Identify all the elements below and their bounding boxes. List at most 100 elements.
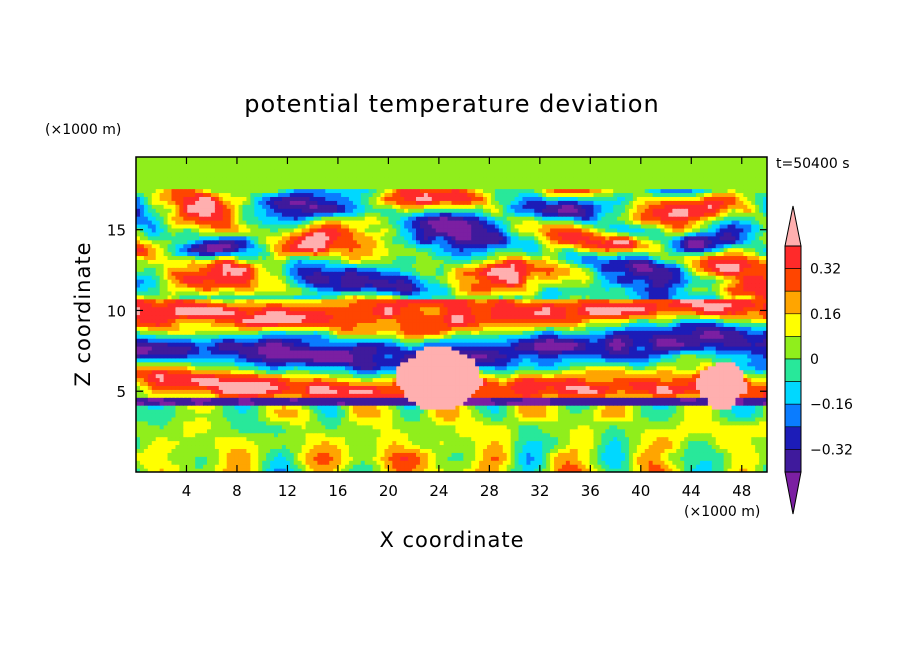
field-cell — [297, 468, 303, 472]
field-cell — [550, 424, 555, 430]
field-cell — [313, 369, 319, 375]
field-cell — [136, 452, 141, 457]
field-cell — [218, 440, 224, 446]
field-cell — [313, 448, 319, 453]
field-cell — [763, 401, 767, 406]
field-cell — [605, 412, 610, 418]
field-cell — [534, 409, 539, 414]
field-cell — [301, 436, 307, 442]
field-cell — [285, 397, 291, 402]
field-cell — [230, 420, 236, 426]
field-cell — [751, 412, 756, 418]
field-cell — [163, 373, 169, 379]
field-cell — [412, 460, 417, 465]
field-cell — [234, 393, 240, 398]
field-cell — [214, 397, 220, 402]
field-cell — [392, 412, 397, 418]
field-cell — [763, 397, 767, 402]
field-cell — [715, 349, 721, 355]
field-cell — [569, 440, 575, 446]
field-cell — [345, 381, 350, 386]
field-cell — [719, 428, 725, 434]
field-cell — [431, 393, 437, 398]
field-cell — [258, 405, 263, 410]
field-cell — [621, 377, 626, 383]
field-cell — [617, 444, 622, 449]
field-cell — [143, 452, 149, 457]
field-cell — [214, 416, 220, 422]
field-cell — [743, 444, 748, 449]
field-cell — [534, 393, 539, 398]
contour-field — [136, 157, 767, 472]
field-cell — [210, 412, 216, 418]
field-cell — [226, 452, 232, 457]
field-cell — [218, 365, 224, 371]
field-cell — [510, 405, 516, 410]
field-cell — [561, 468, 567, 472]
field-cell — [719, 369, 725, 375]
field-cell — [313, 409, 319, 414]
field-cell — [447, 373, 453, 379]
field-cell — [301, 373, 307, 379]
field-cell — [218, 436, 224, 442]
field-cell — [195, 432, 200, 438]
field-cell — [731, 357, 737, 363]
field-cell — [404, 409, 409, 414]
field-cell — [242, 389, 248, 394]
field-cell — [210, 365, 216, 371]
field-cell — [392, 361, 397, 367]
field-cell — [585, 460, 591, 465]
field-cell — [262, 389, 267, 394]
field-cell — [763, 377, 767, 383]
field-cell — [530, 460, 535, 465]
field-cell — [447, 432, 453, 438]
field-cell — [763, 416, 767, 422]
field-cell — [676, 385, 681, 390]
field-cell — [632, 440, 638, 446]
field-cell — [301, 456, 307, 461]
field-cell — [763, 420, 767, 426]
field-cell — [573, 393, 579, 398]
field-cell — [206, 444, 212, 449]
field-cell — [238, 365, 244, 371]
field-cell — [644, 452, 650, 457]
field-cell — [254, 385, 259, 390]
field-cell — [463, 353, 468, 359]
field-cell — [676, 412, 681, 418]
field-cell — [759, 436, 764, 442]
field-cell — [171, 456, 177, 461]
field-cell — [159, 369, 165, 375]
field-cell — [530, 405, 535, 410]
field-cell — [392, 464, 397, 469]
field-cell — [203, 460, 208, 465]
field-cell — [502, 468, 508, 472]
field-cell — [514, 361, 520, 367]
field-cell — [206, 369, 212, 375]
field-cell — [628, 397, 634, 402]
field-cell — [459, 420, 464, 426]
field-cell — [222, 452, 228, 457]
field-cell — [309, 373, 315, 379]
field-cell — [561, 369, 567, 375]
field-cell — [676, 420, 681, 426]
field-cell — [613, 373, 618, 379]
field-cell — [597, 448, 602, 453]
field-cell — [514, 353, 520, 359]
field-cell — [621, 456, 626, 461]
field-cell — [203, 456, 208, 461]
field-cell — [550, 389, 555, 394]
field-cell — [297, 385, 303, 390]
field-cell — [297, 460, 303, 465]
field-cell — [136, 377, 141, 383]
field-cell — [356, 424, 362, 430]
field-cell — [605, 405, 610, 410]
field-cell — [648, 381, 654, 386]
field-cell — [703, 440, 709, 446]
field-cell — [526, 393, 531, 398]
field-cell — [490, 349, 496, 355]
field-cell — [262, 432, 267, 438]
field-cell — [222, 432, 228, 438]
field-cell — [621, 464, 626, 469]
field-cell — [305, 385, 311, 390]
field-cell — [364, 432, 370, 438]
